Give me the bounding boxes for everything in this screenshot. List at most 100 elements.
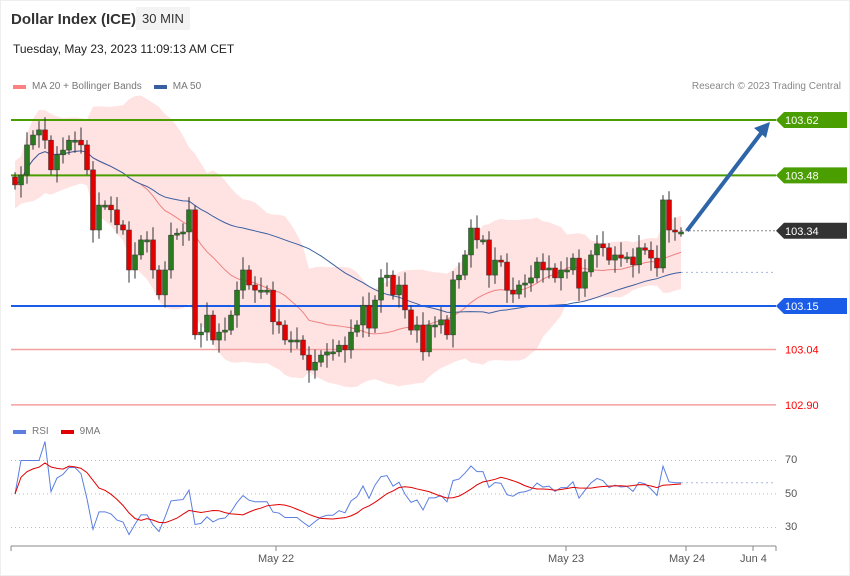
candle (540, 253, 546, 283)
candle (408, 305, 414, 335)
candle (414, 316, 420, 343)
candle-body (540, 261, 546, 271)
candle (66, 135, 72, 155)
candle (624, 252, 630, 263)
candle (378, 269, 384, 313)
candle (426, 320, 432, 357)
candle (48, 135, 54, 175)
candle-body (528, 277, 534, 284)
candle (468, 219, 474, 268)
candle (522, 274, 528, 298)
candle (348, 319, 354, 359)
level-label: 103.15 (785, 301, 819, 313)
candle-body (276, 321, 282, 326)
candle-body (12, 176, 18, 186)
candle-body (426, 324, 432, 353)
rsi-ma-swatch (60, 429, 74, 434)
rsi-legend: RSI 9MA (13, 426, 100, 437)
candle-body (378, 277, 384, 301)
candle (606, 243, 612, 265)
candle (516, 280, 522, 299)
candle (54, 146, 60, 183)
candle (660, 195, 666, 273)
candle (138, 235, 144, 260)
candle (246, 265, 252, 290)
candle-body (312, 361, 318, 371)
candle-body (240, 269, 246, 291)
candle (678, 227, 684, 237)
candle (492, 247, 498, 284)
candle-body (342, 344, 348, 351)
candle-body (570, 257, 576, 271)
candle-body (408, 309, 414, 331)
candle (294, 327, 300, 349)
candle (270, 281, 276, 335)
forecast-arrowhead (754, 122, 770, 138)
candle-body (318, 354, 324, 363)
candle (594, 235, 600, 268)
candle-body (468, 227, 474, 256)
candle-body (84, 144, 90, 171)
candle (18, 166, 24, 198)
rsi-ma-line (14, 462, 682, 524)
candle (204, 302, 210, 341)
candle-body (630, 256, 636, 266)
candle (12, 172, 18, 190)
candle-body (90, 169, 96, 231)
timeframe-badge[interactable]: 30 MIN (136, 7, 190, 30)
rsi-swatch (13, 429, 26, 434)
candle-body (108, 204, 114, 211)
candle (546, 255, 552, 279)
candle (150, 227, 156, 279)
candle (366, 292, 372, 337)
candle-body (330, 351, 336, 355)
candle-body (132, 254, 138, 271)
candle-body (258, 289, 264, 293)
rsi-tick: 30 (785, 521, 798, 533)
candle (216, 323, 222, 353)
candle-body (168, 234, 174, 271)
candle-body (102, 204, 108, 208)
candle (276, 309, 282, 334)
candle-body (564, 269, 570, 273)
candle-body (300, 339, 306, 356)
candle-body (150, 239, 156, 271)
candle-body (462, 254, 468, 276)
candle-body (504, 261, 510, 291)
level-label: 103.62 (785, 115, 819, 127)
rsi-tick: 50 (785, 488, 798, 500)
legend-rsi: RSI (32, 426, 49, 437)
candle-body (678, 231, 684, 235)
x-tick: Jun 4 (740, 553, 767, 565)
candle (228, 310, 234, 335)
candle (234, 281, 240, 328)
candle (354, 320, 360, 337)
candle-body (264, 289, 270, 293)
candle-body (234, 289, 240, 316)
candle (432, 316, 438, 338)
candle-body (432, 324, 438, 328)
candle (666, 191, 672, 243)
candle (498, 255, 504, 267)
candle-body (636, 247, 642, 266)
candle (618, 242, 624, 267)
candle-body (648, 249, 654, 259)
candle-body (588, 254, 594, 273)
candle (456, 262, 462, 289)
candle-body (366, 304, 372, 329)
candle-body (522, 282, 528, 286)
candle (264, 285, 270, 295)
candle (120, 220, 126, 235)
candle-body (54, 154, 60, 171)
price-legend: MA 20 + Bollinger Bands MA 50 (13, 81, 201, 92)
x-tick: May 23 (548, 553, 585, 565)
candle (438, 307, 444, 334)
candle-body (174, 232, 180, 236)
credit: Research © 2023 Trading Central (691, 81, 841, 92)
forecast-arrow (685, 130, 764, 233)
candle-body (198, 331, 204, 336)
candle-body (210, 314, 216, 341)
candle (108, 196, 114, 223)
candle-body (204, 314, 210, 333)
